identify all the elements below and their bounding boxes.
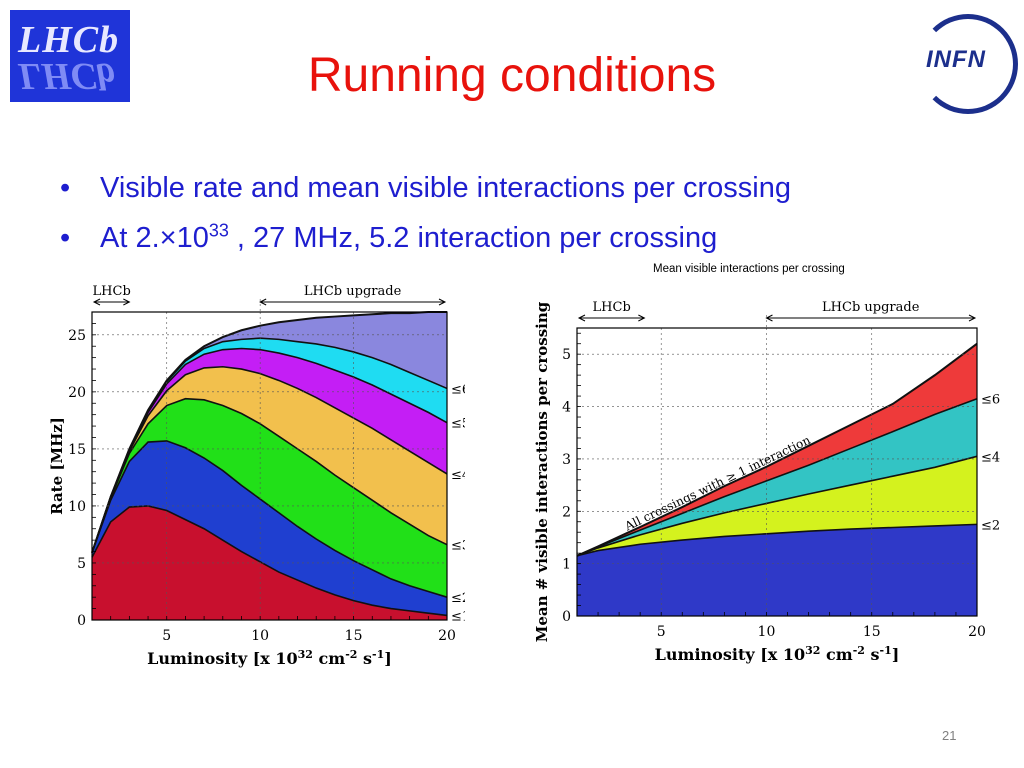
series-label: ≤6 bbox=[981, 393, 1000, 408]
y-tick-label: 0 bbox=[77, 613, 86, 629]
series-line-total bbox=[91, 311, 447, 554]
series-line-le2 bbox=[91, 440, 448, 598]
lhcb-label: LHCb bbox=[93, 284, 131, 299]
upgrade-arrow-right bbox=[438, 298, 447, 306]
mean-interactions-chart: 5 10 15 20 0 1 2 3 4 5 Luminosity [x 1032 cm-2 s-1… bbox=[533, 300, 1000, 665]
band-le1 bbox=[92, 505, 447, 620]
lhcb-label: LHCb bbox=[593, 300, 631, 315]
x-tick-label: 15 bbox=[863, 624, 881, 640]
plot-frame bbox=[91, 311, 448, 621]
lhcb-arrow-right bbox=[123, 298, 131, 306]
y-axis-label: Rate [MHz] bbox=[48, 417, 66, 515]
plot-frame bbox=[576, 327, 978, 617]
infn-logo-text: INFN bbox=[924, 46, 988, 74]
series-line-le3 bbox=[91, 397, 448, 553]
x-tick-label: 20 bbox=[968, 624, 986, 640]
bullet-item: At 2.×1033 , 27 MHz, 5.2 interaction per… bbox=[60, 213, 791, 263]
rate-chart: 5 10 15 20 0 5 10 15 20 25 Luminosity [x 1032 cm-2… bbox=[48, 284, 465, 669]
series-label: ≤4 bbox=[981, 450, 1000, 465]
series-line-total bbox=[576, 342, 978, 557]
bullet-item: Visible rate and mean visible interactio… bbox=[60, 163, 791, 213]
bullet-list: Visible rate and mean visible interactio… bbox=[60, 163, 791, 263]
y-tick-label: 5 bbox=[562, 347, 571, 363]
lhcb-logo-text: LHCb bbox=[18, 19, 120, 61]
upgrade-label: LHCb upgrade bbox=[822, 300, 920, 315]
lhcb-arrow-left bbox=[92, 298, 101, 306]
y-tick-label: 4 bbox=[562, 400, 571, 416]
x-tick-label: 10 bbox=[758, 624, 776, 640]
slide-title: Running conditions bbox=[307, 49, 717, 102]
series-label: ≤2 bbox=[451, 591, 465, 606]
x-tick-label: 15 bbox=[345, 628, 363, 644]
lhcb-arrow-right bbox=[638, 314, 646, 322]
x-tick-label: 20 bbox=[438, 628, 456, 644]
y-tick-label: 2 bbox=[562, 504, 571, 520]
x-tick-label: 5 bbox=[162, 628, 171, 644]
y-tick-label: 25 bbox=[68, 328, 86, 344]
series-label: ≤2 bbox=[981, 518, 1000, 533]
infn-logo: INFN bbox=[910, 8, 1020, 114]
lhcb-logo: LHCb LHCb bbox=[10, 10, 130, 102]
bullet-text: Visible rate and mean visible interactio… bbox=[100, 172, 791, 204]
x-tick-label: 10 bbox=[251, 628, 269, 644]
series-line-le1 bbox=[91, 505, 448, 617]
upgrade-arrow-left bbox=[765, 314, 773, 322]
series-label: ≤5 bbox=[451, 417, 465, 432]
series-line-le6 bbox=[576, 397, 978, 557]
y-axis-label: Mean # visible interactions per crossing bbox=[533, 301, 551, 642]
page-number: 21 bbox=[942, 728, 957, 743]
x-axis-label: Luminosity [x 1032 cm-2 s-1] bbox=[147, 648, 392, 669]
band-le2 bbox=[577, 524, 977, 616]
infn-logo-arc bbox=[918, 14, 1018, 114]
upgrade-arrow-left bbox=[259, 298, 267, 306]
series-line-le4 bbox=[91, 365, 448, 553]
upgrade-arrow-right bbox=[968, 314, 977, 322]
y-tick-label: 10 bbox=[68, 499, 86, 515]
bullet-text-suffix: , 27 MHz, 5.2 interaction per crossing bbox=[228, 222, 718, 254]
upgrade-label: LHCb upgrade bbox=[304, 284, 402, 299]
series-label: ≤3 bbox=[451, 539, 465, 554]
series-label: ≤4 bbox=[451, 468, 465, 483]
bullet-exponent: 33 bbox=[208, 220, 229, 241]
y-tick-label: 15 bbox=[68, 442, 86, 458]
bullet-text-prefix: At 2.×10 bbox=[100, 222, 209, 254]
y-tick-label: 20 bbox=[68, 385, 86, 401]
x-axis-label: Luminosity [x 1032 cm-2 s-1] bbox=[655, 644, 900, 665]
y-tick-label: 1 bbox=[562, 557, 571, 573]
y-tick-label: 5 bbox=[77, 556, 86, 572]
y-tick-label: 3 bbox=[562, 452, 571, 468]
y-tick-label: 0 bbox=[562, 609, 571, 625]
chart-caption: Mean visible interactions per crossing bbox=[653, 263, 845, 275]
lhcb-arrow-left bbox=[577, 314, 586, 322]
x-tick-label: 5 bbox=[657, 624, 666, 640]
series-label: ≤6 bbox=[451, 382, 465, 397]
series-label: ≤1 bbox=[451, 609, 465, 624]
